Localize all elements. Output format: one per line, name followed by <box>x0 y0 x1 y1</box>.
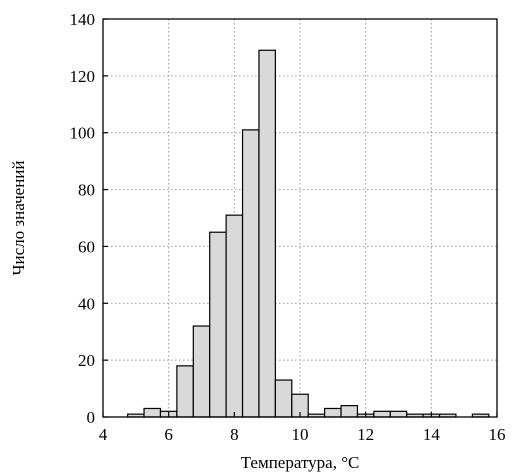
histogram-bar <box>176 365 194 418</box>
x-tick-label: 16 <box>489 425 506 444</box>
y-tick-labels: 0 20 40 60 80 100 120 140 <box>70 10 96 427</box>
histogram-bar <box>340 405 359 418</box>
y-tick-label: 100 <box>70 124 96 143</box>
x-axis-label: Температура, °C <box>241 453 360 472</box>
y-tick-label: 80 <box>78 181 95 200</box>
histogram-bar <box>143 407 162 418</box>
plot-frame <box>102 18 498 418</box>
x-tick-labels: 4 6 8 10 12 14 16 <box>99 425 506 444</box>
y-tick-label: 40 <box>78 294 95 313</box>
histogram-bar <box>274 379 293 418</box>
histogram-bar <box>241 129 260 418</box>
histogram-bar <box>192 325 211 418</box>
x-tick-label: 8 <box>230 425 239 444</box>
histogram-bars <box>127 49 490 418</box>
x-tick-label: 12 <box>357 425 374 444</box>
y-tick-label: 0 <box>87 408 96 427</box>
axis-ticks <box>102 18 498 418</box>
y-tick-label: 120 <box>70 67 96 86</box>
x-tick-label: 4 <box>99 425 108 444</box>
y-axis-label: Число значений <box>9 161 28 276</box>
x-tick-label: 6 <box>164 425 173 444</box>
histogram-bar <box>389 410 408 418</box>
x-tick-label: 14 <box>423 425 441 444</box>
histogram-bar <box>225 214 244 418</box>
histogram-bar <box>258 49 276 418</box>
y-tick-label: 60 <box>78 237 95 256</box>
grid-lines <box>103 19 497 417</box>
y-tick-label: 20 <box>78 351 95 370</box>
x-tick-label: 10 <box>292 425 309 444</box>
histogram-bar <box>324 407 342 418</box>
y-tick-label: 140 <box>70 10 96 29</box>
histogram-bar <box>209 231 227 418</box>
histogram-bar <box>373 410 391 418</box>
